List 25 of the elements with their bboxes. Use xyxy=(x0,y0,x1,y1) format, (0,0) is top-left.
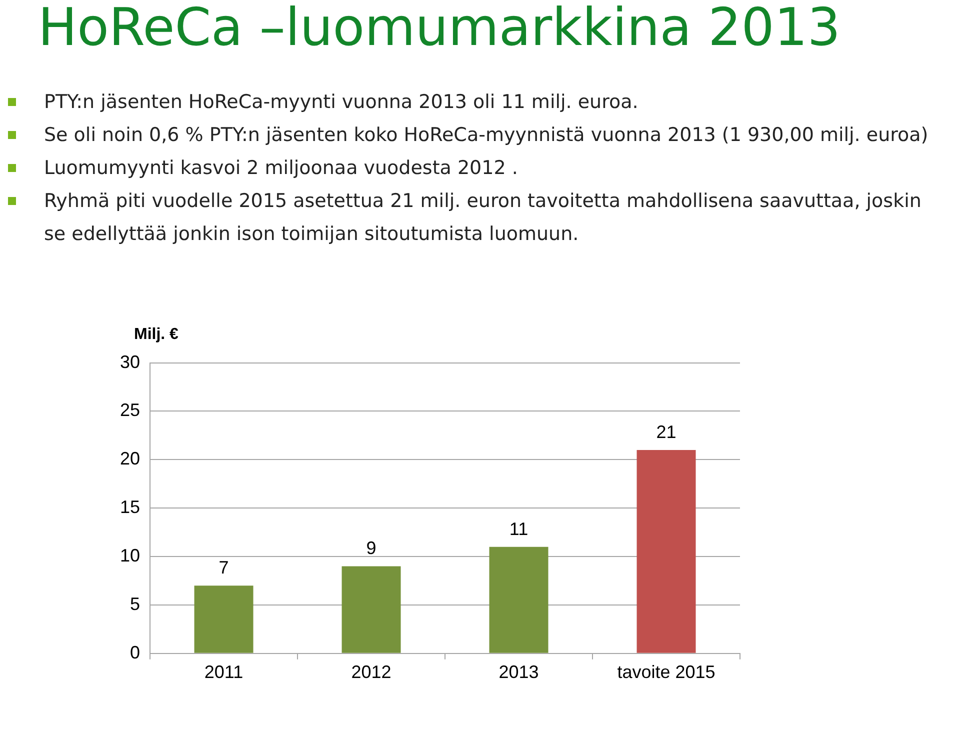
data-label: 9 xyxy=(366,538,376,558)
bar xyxy=(342,566,401,653)
y-axis-title: Milj. € xyxy=(134,326,178,344)
text: PTY:n jäsenten HoReCa-myynti vuonna 2013 oli 11 milj. euroa. xyxy=(44,91,638,113)
x-tick-label: 2013 xyxy=(498,662,539,682)
bar xyxy=(636,450,696,653)
bar xyxy=(194,586,254,653)
y-tick-label: 10 xyxy=(120,546,140,566)
y-tick-label: 20 xyxy=(120,448,140,469)
y-tick-label: 15 xyxy=(120,497,140,518)
data-label: 7 xyxy=(218,558,229,578)
y-tick-label: 25 xyxy=(120,400,140,420)
x-tick-label: tavoite 2015 xyxy=(617,662,716,682)
y-tick-label: 5 xyxy=(130,594,140,614)
text: Ryhmä piti vuodelle 2015 asetettua 21 milj. euron tavoitetta mahdollisena saavuttaa, joskin se edellyttää jonkin ison toimijan sitoutumista luomuun. xyxy=(44,190,922,245)
y-tick-label: 0 xyxy=(130,642,140,662)
y-tick-label: 30 xyxy=(120,352,140,372)
x-tick-label: 2011 xyxy=(204,662,244,682)
x-tick-label: 2012 xyxy=(351,662,392,682)
text: Se oli noin 0,6 % PTY:n jäsenten koko HoReCa-myynnistä vuonna 2013 (1 930,00 milj. euroa) xyxy=(44,124,928,146)
data-label: 11 xyxy=(509,518,528,539)
text: Luomumyynti kasvoi 2 miljoonaa vuodesta 2012 . xyxy=(44,157,518,179)
bar xyxy=(489,546,548,653)
chart-title: HoReCa –luomumarkkina 2013 xyxy=(38,0,840,58)
data-label: 21 xyxy=(656,422,676,442)
